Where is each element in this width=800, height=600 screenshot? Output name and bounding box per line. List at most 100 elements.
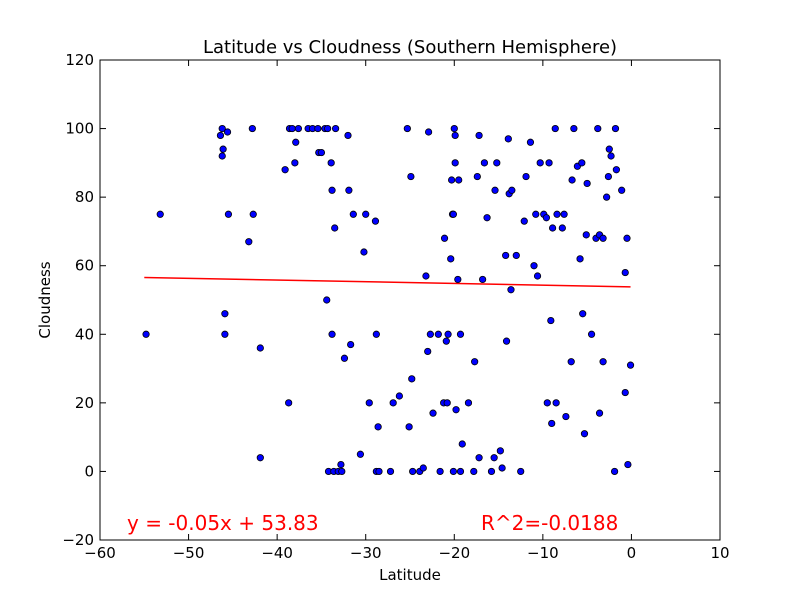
plot-frame [99,59,721,541]
data-point [249,210,257,218]
data-point [508,186,516,194]
data-point [455,176,463,184]
data-point [595,409,604,417]
data-point [224,210,233,218]
data-point [331,124,340,133]
data-point [403,124,411,133]
data-point [323,296,331,304]
data-point [568,176,576,184]
data-point [479,275,487,284]
data-point [504,135,512,143]
data-point [498,464,506,472]
data-point [542,214,551,222]
data-point [621,268,629,277]
data-point [344,131,352,140]
data-point [440,234,449,242]
data-point [360,248,368,256]
data-point [512,251,520,260]
y-tick-label: −20 [62,531,94,549]
data-point [599,358,607,366]
data-point [221,310,229,318]
data-point [471,358,479,366]
data-point [374,423,382,431]
y-tick-label: 40 [75,325,94,343]
data-point [473,172,481,181]
points-layer [142,124,635,476]
data-point [532,210,540,218]
y-tick-label: 120 [65,51,94,69]
data-point [371,217,380,225]
data-point [553,210,561,218]
x-tick-label: −50 [173,544,205,562]
data-point [533,272,542,280]
data-point [372,330,380,338]
data-point [610,467,619,476]
data-point [444,330,452,338]
data-point [395,392,403,400]
data-point [548,419,556,428]
data-point [562,412,570,421]
data-point [221,330,229,338]
data-point [328,186,336,194]
data-point [436,467,444,476]
data-point [356,450,364,458]
data-point [493,159,501,167]
x-tick-label: −40 [261,544,293,562]
data-point [605,145,613,153]
data-point [314,124,322,133]
data-point [338,467,346,476]
data-point [285,399,293,407]
data-point [407,172,415,181]
data-point [218,124,226,133]
data-point [626,361,635,369]
data-point [389,399,397,407]
data-point [452,406,460,414]
y-axis-label: Cloudness [36,261,54,338]
data-point [340,354,349,362]
r-squared-label: R^2=-0.0188 [481,511,618,535]
data-point [256,344,264,352]
data-point [502,251,510,260]
data-point [624,460,632,469]
data-point [317,148,326,157]
data-point [579,310,587,318]
data-point [611,124,620,133]
data-point [480,159,488,167]
data-point [291,159,299,167]
data-point [223,128,232,136]
data-point [502,337,511,345]
data-point [483,214,491,222]
data-point [451,131,459,140]
data-point [587,330,596,338]
x-tick-label: −20 [438,544,470,562]
data-point [362,210,370,218]
data-point [218,152,226,160]
data-point [547,316,555,325]
data-point [580,430,589,438]
data-point [621,388,629,397]
data-point [582,231,590,239]
data-point [292,138,300,146]
x-axis-ticks: −60 −50 −40 −30 −20 −10 0 10 [84,60,730,562]
data-point [456,330,465,338]
data-point [560,210,568,218]
y-tick-label: 80 [75,188,94,206]
data-point [156,210,164,218]
regression-equation-label: y = -0.05x + 53.83 [127,511,319,535]
data-point [456,467,465,476]
data-point [507,286,515,294]
data-point [426,330,434,338]
regression-line [144,276,631,288]
data-point [618,186,626,194]
data-point [408,375,416,383]
data-point [490,454,498,462]
data-point [448,176,456,184]
regression-layer [144,276,631,288]
data-point [491,186,499,194]
data-point [583,179,591,188]
data-point [623,234,631,242]
x-tick-label: −60 [84,544,116,562]
data-point [256,454,264,462]
data-point [604,172,613,181]
x-tick-label: 10 [710,544,729,562]
